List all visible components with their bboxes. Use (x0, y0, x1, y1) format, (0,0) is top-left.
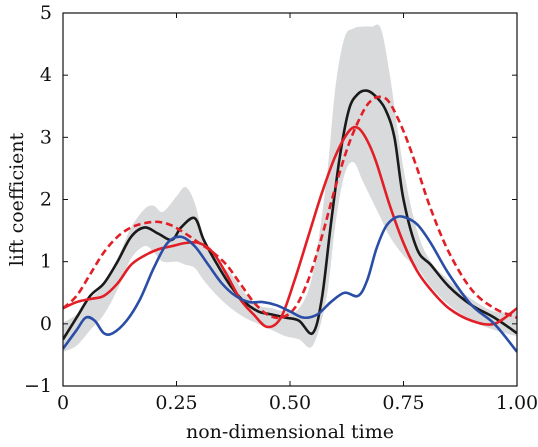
series-line-1 (63, 89, 517, 341)
y-tick-label: −1 (24, 375, 52, 397)
series-line-4 (63, 215, 517, 353)
x-axis-label: non-dimensional time (186, 421, 394, 443)
x-tick-label: 0.25 (155, 392, 197, 414)
x-tick-label: 0 (57, 392, 69, 414)
variability-band (63, 24, 517, 352)
y-tick-label: 4 (40, 64, 52, 86)
x-tick-label: 0.75 (382, 392, 424, 414)
y-tick-label: 5 (40, 2, 52, 24)
y-axis-label: lift coefficient (6, 132, 28, 266)
y-tick-label: 3 (40, 126, 52, 148)
x-tick-label: 0.50 (269, 392, 311, 414)
series-line-2 (63, 125, 517, 329)
x-tick-label: 1.00 (496, 392, 538, 414)
y-tick-label: 2 (40, 189, 52, 211)
y-tick-label: 0 (40, 313, 52, 335)
series-line-3 (63, 95, 517, 320)
y-tick-label: 1 (40, 251, 52, 273)
